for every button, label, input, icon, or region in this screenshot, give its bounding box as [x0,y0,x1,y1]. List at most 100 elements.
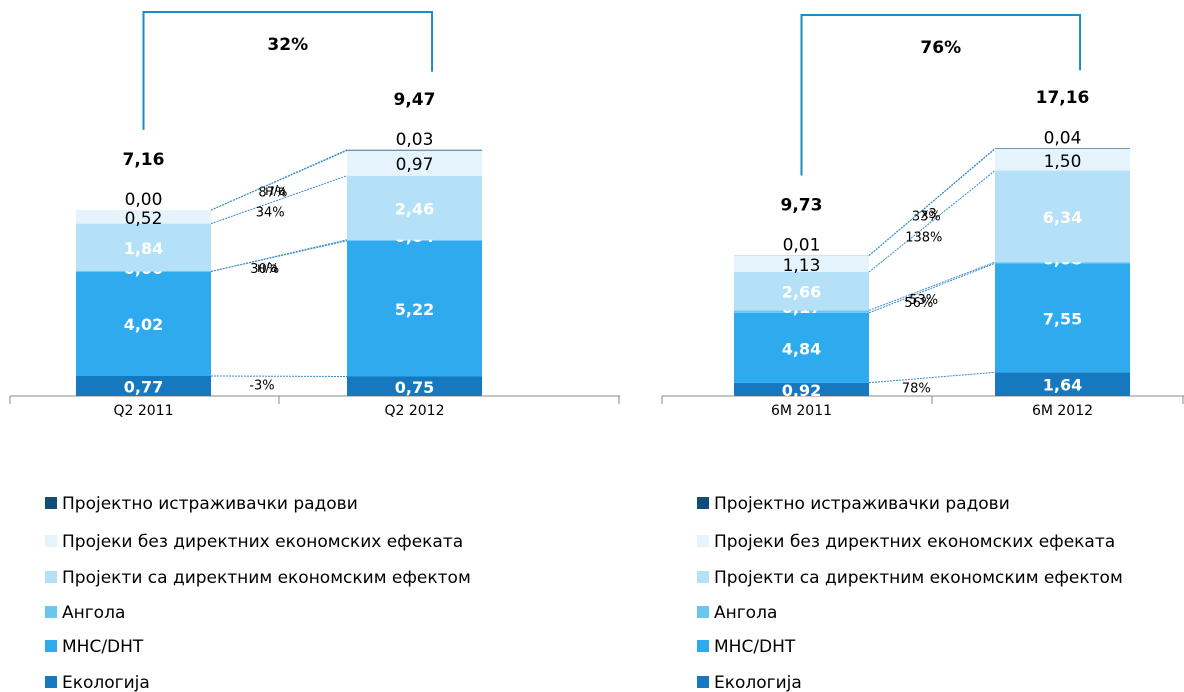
bar-segment [995,262,1130,264]
bar-segment [76,375,211,396]
legend-swatch [45,606,57,618]
connector [210,149,348,211]
legend-label: Ангола [714,603,777,623]
connector [868,147,996,256]
value-label: 0,77 [124,377,163,396]
connector [868,262,996,314]
change-label: -53% [904,293,938,308]
bar-segment [734,312,869,383]
value-label: 7,55 [1043,309,1082,328]
value-label: 1,13 [783,256,821,276]
legend-swatch [697,571,709,583]
legend-swatch [45,640,57,652]
bar-segment [734,310,869,313]
growth-label: 32% [267,35,308,55]
value-label: 5,22 [395,300,434,319]
value-label: 0,52 [125,209,163,229]
growth-label: 76% [920,38,961,58]
total-label: 17,16 [1036,88,1090,108]
change-label: 78% [902,381,931,396]
change-label: 87% [258,186,287,201]
bar-segment [347,239,482,241]
legend-swatch [697,676,709,688]
legend-label: МНС/DHT [62,637,144,657]
bar-segment [995,263,1130,373]
value-label: 2,66 [782,283,821,302]
bar-segment [76,223,211,272]
change-label: -3% [249,379,274,394]
x-tick-label: Q2 2011 [113,403,173,419]
legend-label: Пројеки без директних економских ефеката [714,532,1115,552]
legend-swatch [45,676,57,688]
value-label: 1,50 [1044,152,1082,172]
connector [210,239,348,272]
legend-swatch [697,606,709,618]
bar-segment [347,376,482,396]
x-tick-label: Q2 2012 [384,403,444,419]
connector [868,261,996,311]
value-label: 0,75 [395,378,434,397]
value-label: 0,03 [396,130,434,150]
legend-swatch [45,571,57,583]
total-label: 7,16 [123,150,165,170]
value-label: 2,46 [395,199,434,218]
change-label: 33% [912,210,941,225]
bar-segment [76,271,211,376]
value-label: 4,84 [782,339,821,358]
change-label: 30% [250,262,279,277]
legend-label: Ангола [62,603,125,623]
connector [868,371,996,384]
legend-label: Екологија [62,673,150,692]
legend-label: Пројекти са директним економским ефектом [714,568,1123,588]
legend-label: МНС/DHT [714,637,796,657]
change-label: 34% [256,205,285,220]
bar-segment [995,148,1130,171]
change-label: н/а [257,261,278,276]
value-label: 1,84 [124,239,163,258]
change-label: н/а [265,184,286,199]
value-label: 0,00 [125,190,163,210]
total-label: 9,73 [781,195,823,215]
legend-swatch [45,535,57,547]
value-label: 6,34 [1043,208,1082,227]
bar-segment [995,372,1130,396]
value-label: 4,02 [124,315,163,334]
change-label: 138% [905,230,942,245]
growth-bracket [800,14,1082,176]
x-tick-label: 6M 2011 [771,403,832,419]
bar-segment [995,170,1130,263]
legend-label: Пројеки без директних економских ефеката [62,532,463,552]
x-tick-label: 6M 2012 [1032,403,1093,419]
legend-label: Пројекти са директним економским ефектом [62,568,471,588]
value-label: 0,01 [783,235,821,255]
bar-segment [734,271,869,311]
growth-bracket [142,11,434,130]
bar-segment [347,175,482,240]
legend-label: Пројектно истраживачки радови [62,494,358,514]
bar-segment [76,210,211,224]
connector [210,375,348,377]
bar-segment [734,382,869,396]
legend-swatch [697,497,709,509]
bar-segment [347,149,482,151]
legend-swatch [697,535,709,547]
legend-swatch [45,497,57,509]
bar-segment [347,240,482,377]
change-label: 56% [904,296,933,311]
value-label: 0,04 [1044,128,1082,148]
bar-segment [734,255,869,272]
bar-segment [995,148,1130,149]
connector [210,175,348,225]
legend-label: Екологија [714,673,802,692]
connector [210,240,348,272]
total-label: 9,47 [394,90,436,110]
bar-segment [347,150,482,176]
legend-swatch [697,640,709,652]
legend-label: Пројектно истраживачки радови [714,494,1010,514]
change-label: x3 [921,207,937,222]
value-label: 0,97 [396,155,434,175]
value-label: 0,92 [782,381,821,400]
value-label: 1,64 [1043,376,1082,395]
